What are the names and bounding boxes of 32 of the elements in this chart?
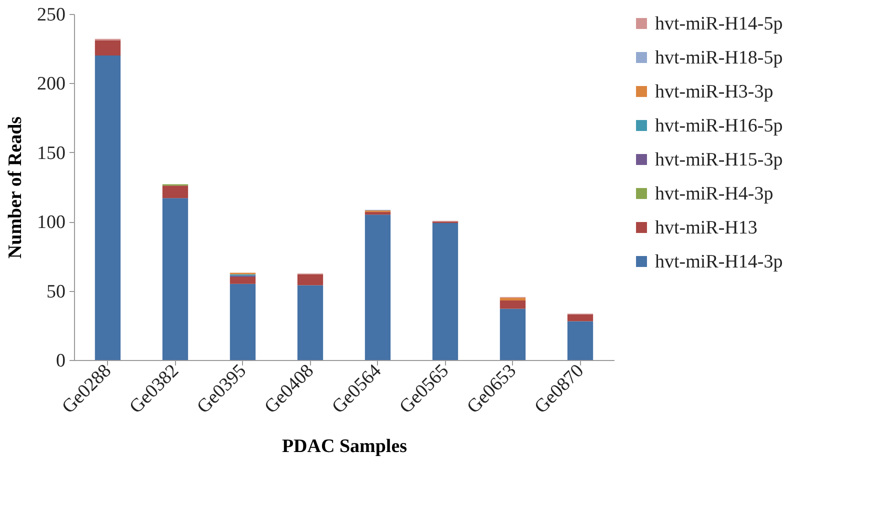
bar <box>500 300 526 309</box>
bar <box>432 222 458 360</box>
bar <box>567 321 594 360</box>
bar <box>162 186 188 198</box>
legend-label: hvt-miR-H13 <box>655 218 758 238</box>
y-axis-title: Number of Reads <box>5 116 26 259</box>
bar <box>162 198 188 360</box>
legend-label: hvt-miR-H16-5p <box>655 116 783 136</box>
bar <box>364 212 391 215</box>
legend-label: hvt-miR-H14-3p <box>655 252 783 272</box>
bar <box>500 298 526 300</box>
bar <box>297 274 324 286</box>
bar <box>230 284 256 360</box>
y-tick-label: 250 <box>37 4 66 26</box>
bar <box>297 285 324 360</box>
bar <box>94 56 121 360</box>
y-tick-label: 50 <box>46 281 66 302</box>
bar <box>567 314 594 322</box>
bar <box>500 308 526 360</box>
x-axis-title: PDAC Samples <box>282 436 408 458</box>
y-tick-label: 200 <box>37 74 66 95</box>
bar <box>94 40 121 56</box>
y-tick-label: 100 <box>37 212 66 234</box>
y-tick-label: 150 <box>37 142 66 164</box>
legend-label: hvt-miR-H14-5p <box>655 14 783 34</box>
legend-label: hvt-miR-H3-3p <box>655 82 774 102</box>
legend-label: hvt-miR-H18-5p <box>655 48 783 68</box>
bar <box>230 276 256 284</box>
bar <box>364 214 391 360</box>
legend-label: hvt-miR-H15-3p <box>655 150 783 170</box>
legend-label: hvt-miR-H4-3p <box>655 184 774 204</box>
y-tick-label: 0 <box>56 350 66 372</box>
